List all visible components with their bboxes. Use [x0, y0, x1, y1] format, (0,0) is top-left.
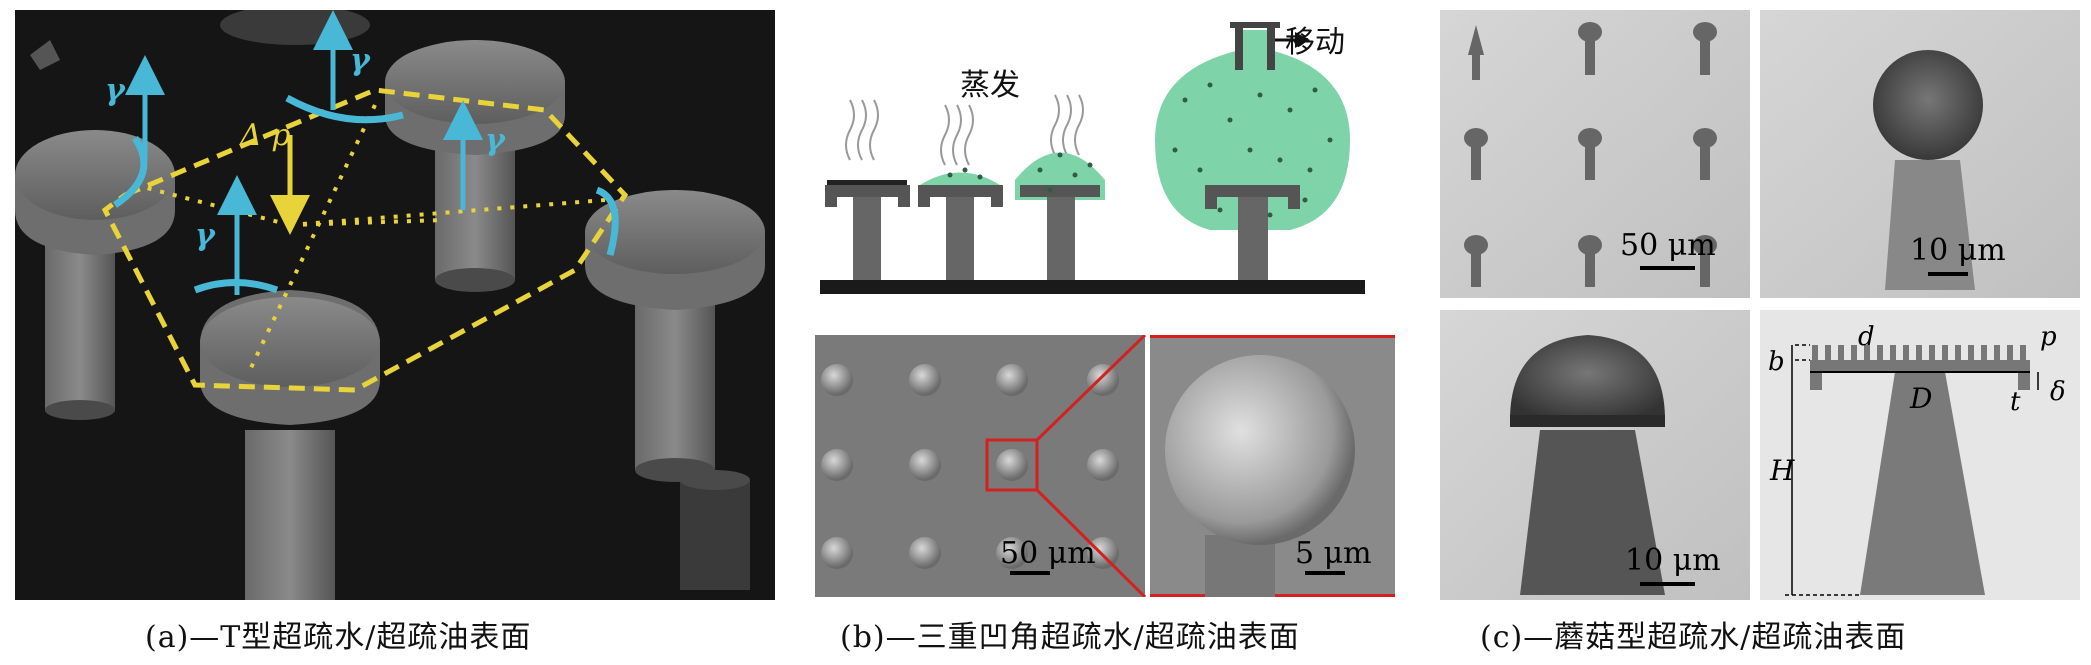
gamma-label: γ: [350, 43, 371, 78]
contact-line-dashed: [101, 87, 629, 393]
structure-2: [918, 172, 1003, 280]
label-D: D: [1909, 382, 1932, 415]
substrate: [820, 280, 1365, 294]
structure-4: [1155, 22, 1350, 280]
sem-mushroom-array: 50 μm: [1440, 10, 1750, 298]
droplet-particles: [947, 82, 1333, 218]
pillar-bottom: [200, 290, 380, 600]
scale-bar-right-label: 5 μm: [1295, 536, 1372, 571]
scale-bar-left: [1010, 571, 1050, 575]
steam-lines: [845, 94, 1084, 166]
panel-b-schematic: 蒸发 移动: [810, 10, 1395, 320]
panel-c: 50 μm 10 μm 10 μm: [1440, 10, 2080, 600]
label-delta: δ: [2050, 377, 2066, 407]
zoomed-pillar: [1165, 355, 1355, 545]
evaporate-label: 蒸发: [960, 68, 1020, 103]
sem-mushroom-side: 10 μm: [1440, 310, 1750, 600]
scale-c3-label: 10 μm: [1625, 543, 1721, 578]
sem-pillar-grid: [821, 364, 1119, 569]
scale-bar-left-label: 50 μm: [1000, 536, 1096, 571]
sem-doubly-reentrant: 50 μm 5 μm: [815, 333, 1395, 599]
label-H: H: [1769, 454, 1795, 487]
mushroom-schematic: b d p D t δ H: [1760, 310, 2080, 600]
mushroom-panels: 50 μm 10 μm 10 μm: [1440, 10, 2080, 600]
move-label: 移动: [1285, 25, 1345, 60]
caption-c: (c)—蘑菇型超疏水/超疏油表面: [1480, 620, 1907, 655]
gamma-arrows: [125, 10, 483, 295]
panel-a: γ γ γ γ Δ p: [15, 5, 775, 600]
pillar-right: [585, 190, 765, 482]
caption-b: (b)—三重凹角超疏水/超疏油表面: [840, 620, 1300, 655]
panel-b-sem: 50 μm 5 μm: [815, 333, 1395, 599]
gamma-label: γ: [195, 218, 216, 253]
scale-c2-label: 10 μm: [1910, 233, 2006, 268]
scale-c1-label: 50 μm: [1620, 228, 1716, 263]
pillar-top: [385, 40, 565, 292]
t-shape-illustration: γ γ γ γ Δ p: [15, 5, 775, 600]
scale-bar-right: [1305, 571, 1345, 575]
label-t: t: [2010, 387, 2021, 417]
gamma-label: γ: [105, 73, 126, 108]
pillar-left: [15, 130, 175, 420]
zoom-box: [985, 438, 1039, 492]
pressure-label: Δ p: [239, 118, 290, 153]
label-p: p: [2040, 322, 2057, 352]
label-b: b: [1768, 347, 1785, 377]
label-d: d: [1858, 322, 1875, 352]
gamma-label: γ: [485, 123, 506, 158]
inner-dotted-lines: [134, 104, 606, 371]
structure-1: [825, 180, 910, 280]
evaporation-schematic: 蒸发 移动: [810, 10, 1395, 320]
sem-mushroom-single: 10 μm: [1760, 10, 2080, 298]
structure-3: [1015, 152, 1105, 280]
caption-a: (a)—T型超疏水/超疏油表面: [145, 620, 532, 655]
